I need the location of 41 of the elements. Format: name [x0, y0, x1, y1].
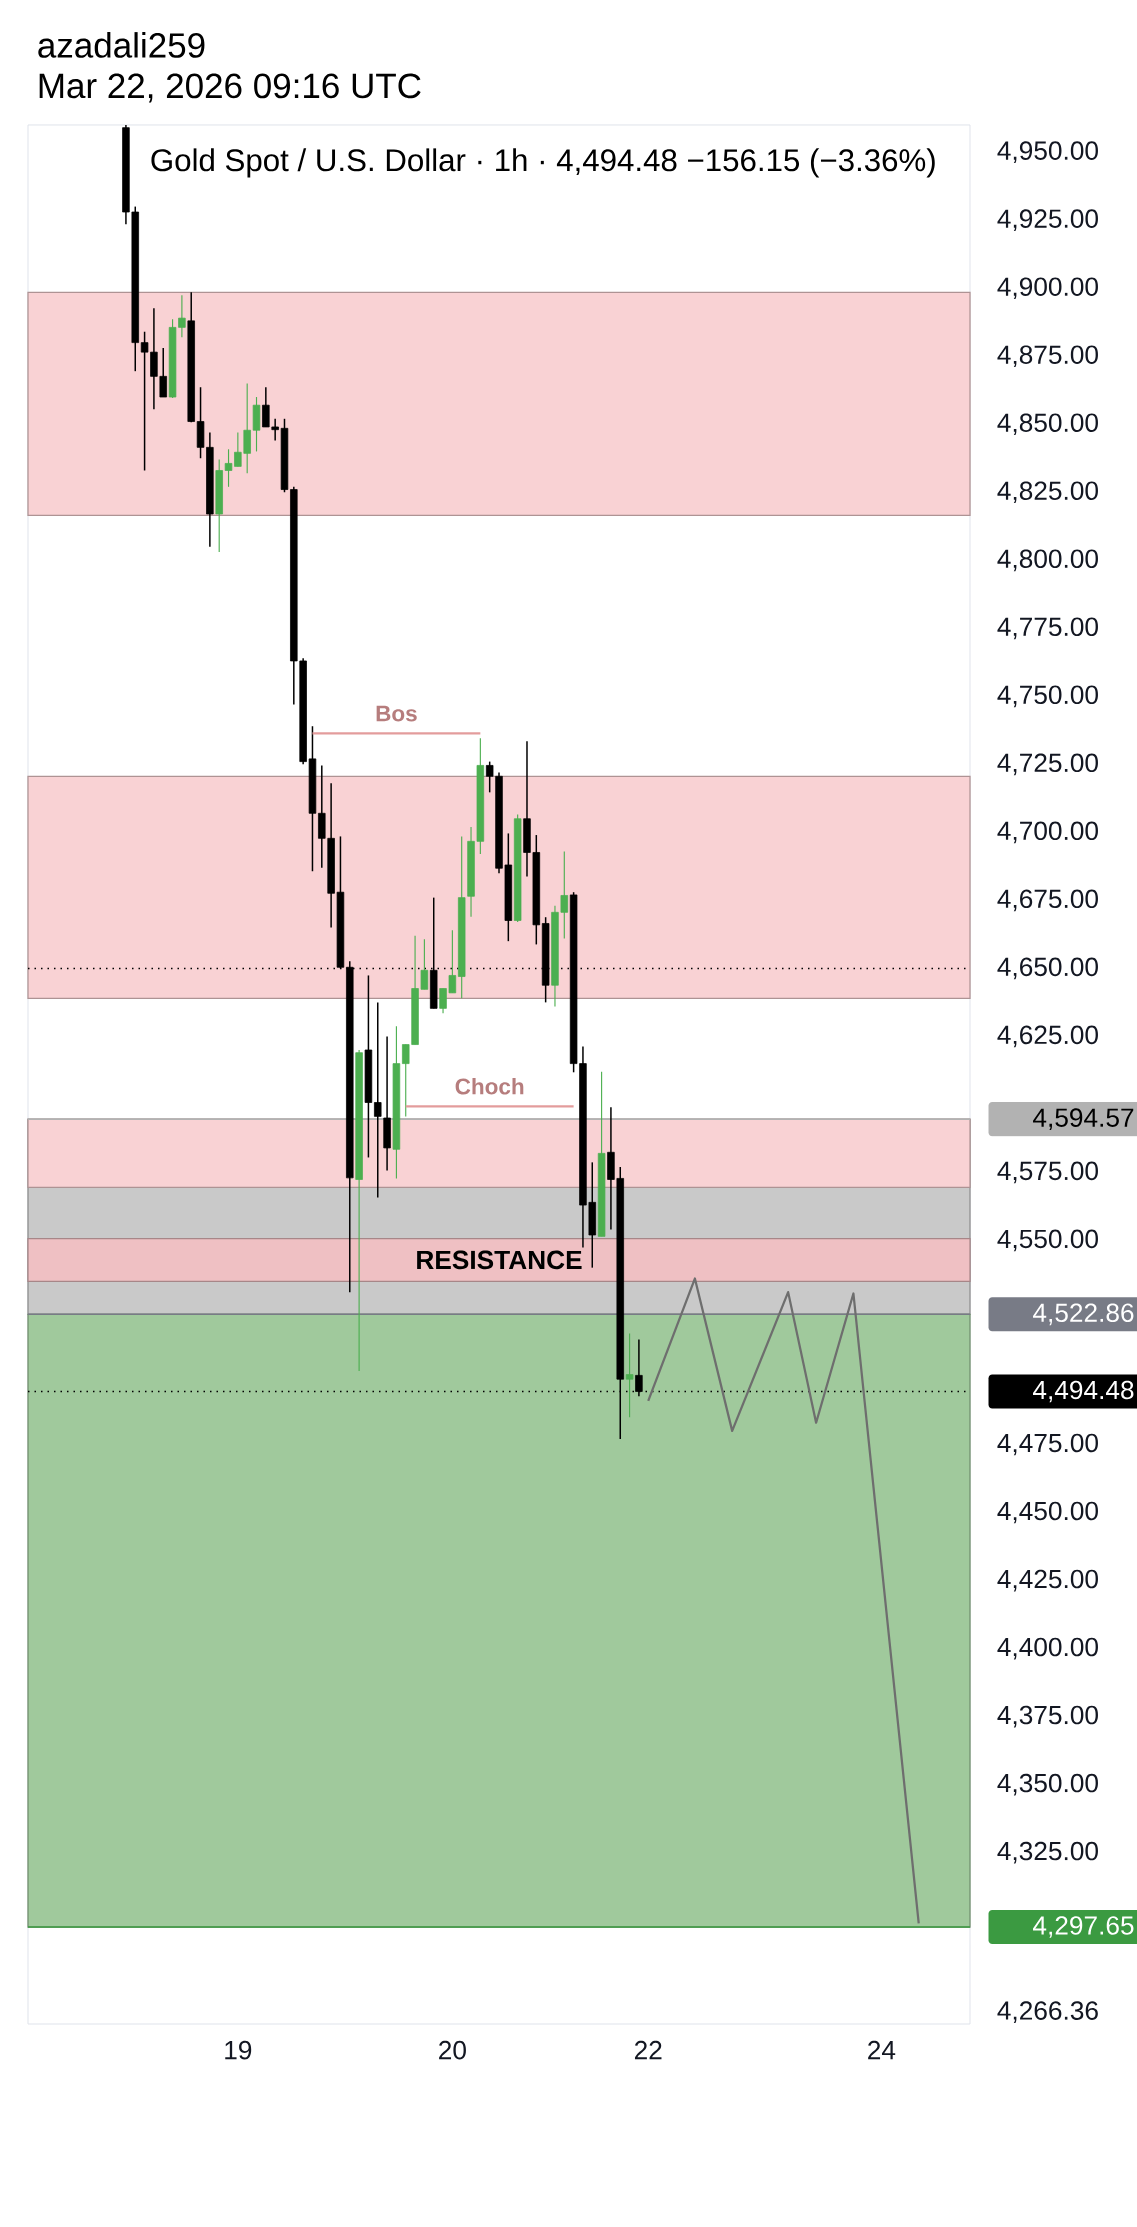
text: Gold Spot / U.S. Dollar · 1h · 4,494.48 −156.15 (−3.36%): [151, 148, 935, 178]
y-tick-label: 4,625.00: [997, 1025, 1098, 1048]
y-tick-label: 4,900.00: [997, 277, 1098, 300]
ref-line-label: 4,494.48: [1033, 1380, 1134, 1403]
y-tick-label: 4,425.00: [997, 1569, 1098, 1592]
x-tick-label: 19: [225, 2040, 252, 2060]
y-tick-label: 4,266.36: [997, 2001, 1098, 2023]
x-tick-label: 24: [868, 2040, 896, 2060]
y-tick-label: 4,850.00: [997, 413, 1098, 436]
x-tick-label: 20: [439, 2040, 466, 2060]
y-tick-label: 4,700.00: [997, 821, 1098, 844]
y-tick-label: 4,750.00: [997, 685, 1098, 708]
line-series: [647, 1277, 920, 1925]
y-tick-label: 4,475.00: [997, 1433, 1098, 1456]
y-tick-label: 4,650.00: [997, 957, 1098, 980]
candlestick: [625, 1332, 634, 1418]
text: azadali259: [38, 32, 205, 58]
y-tick-label: 4,950.00: [997, 141, 1098, 164]
y-tick-label: 4,575.00: [997, 1161, 1098, 1184]
y-tick-label: 4,875.00: [997, 345, 1098, 368]
y-tick-label: 4,400.00: [997, 1637, 1098, 1660]
y-tick-label: 4,550.00: [997, 1229, 1098, 1252]
y-tick-label: 4,375.00: [997, 1705, 1098, 1728]
y-tick-label: 4,350.00: [997, 1773, 1098, 1796]
y-tick-label: 4,725.00: [997, 753, 1098, 776]
y-tick-label: 4,450.00: [997, 1501, 1098, 1524]
ref-line-label: 4,522.86: [1033, 1303, 1134, 1326]
y-tick-label: 4,325.00: [997, 1841, 1098, 1864]
x-tick-label: 22: [634, 2040, 662, 2060]
candlestick: [374, 1001, 382, 1199]
series-label: Choch: [455, 1077, 524, 1095]
ref-line-label: 4,594.57: [1033, 1108, 1134, 1131]
y-tick-label: 4,925.00: [997, 209, 1098, 232]
y-tick-label: 4,775.00: [997, 617, 1098, 640]
band-label: RESISTANCE: [417, 1250, 582, 1270]
ref-line-label: 4,297.65: [1033, 1916, 1134, 1938]
text: Mar 22, 2026 09:16 UTC: [39, 73, 421, 103]
series-label: Bos: [376, 705, 417, 722]
y-tick-label: 4,825.00: [997, 481, 1098, 504]
y-tick-label: 4,800.00: [997, 549, 1098, 572]
y-tick-label: 4,675.00: [997, 889, 1098, 912]
